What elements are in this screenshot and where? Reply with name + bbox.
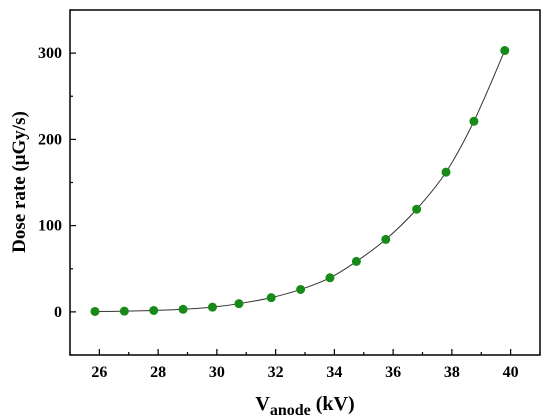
x-axis-title-main: V [255, 393, 270, 415]
y-axis-title: Dose rate (μGy/s) [9, 111, 30, 253]
x-tick-label: 30 [209, 364, 225, 381]
data-point [119, 306, 129, 316]
data-point [441, 167, 451, 177]
x-tick-label: 32 [268, 364, 284, 381]
data-point [149, 305, 159, 315]
data-point [234, 299, 244, 309]
x-axis-title: Vanode (kV) [255, 393, 354, 419]
x-tick-label: 28 [150, 364, 166, 381]
series-line [94, 50, 506, 312]
data-point [296, 284, 306, 294]
x-tick-label: 34 [326, 364, 342, 381]
data-point [178, 304, 188, 314]
y-tick-label: 0 [54, 304, 62, 321]
x-axis-ticks: 26 28 30 32 34 36 38 40 [69, 349, 541, 381]
data-point [500, 46, 510, 56]
data-point [266, 293, 276, 303]
x-tick-label: 40 [503, 364, 519, 381]
y-tick-label: 300 [38, 45, 62, 62]
data-point [207, 302, 217, 312]
data-point [351, 256, 361, 266]
x-axis-title-unit: (kV) [311, 393, 355, 415]
x-tick-label: 26 [91, 364, 107, 381]
data-point [469, 116, 479, 126]
data-point [325, 273, 335, 283]
x-tick-label: 38 [444, 364, 460, 381]
data-point [90, 306, 100, 316]
y-tick-label: 100 [38, 218, 62, 235]
data-point [381, 234, 391, 244]
x-tick-label: 36 [385, 364, 401, 381]
y-axis-ticks: 0 100 200 300 [38, 9, 76, 356]
series-layer [90, 46, 510, 316]
y-tick-label: 200 [38, 131, 62, 148]
plot-frame [69, 9, 541, 356]
x-axis-title-subscript: anode [270, 402, 311, 419]
data-point [412, 204, 422, 214]
